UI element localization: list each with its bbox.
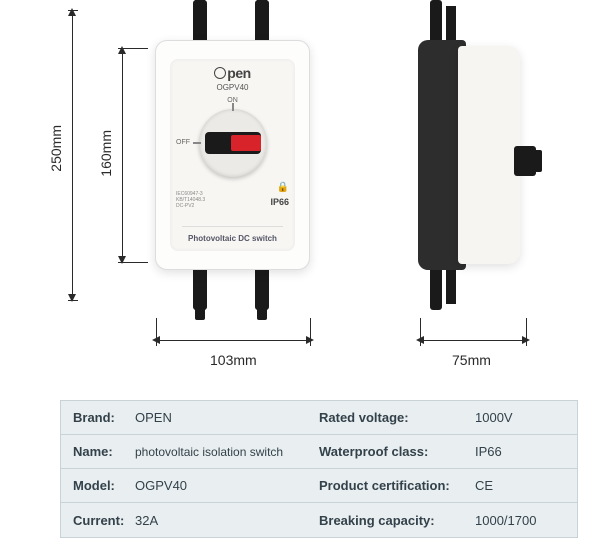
dim-label-250: 250mm	[48, 125, 64, 172]
rotary-switch	[193, 103, 273, 183]
dim-line-103	[156, 340, 310, 341]
switch-knob	[205, 132, 261, 154]
connector-icon	[446, 270, 456, 304]
device-front-view: pen OGPV40 ON OFF 🔒 IP66 IEC60947-3 KB/T…	[155, 40, 310, 270]
brand-label: pen	[170, 65, 295, 81]
dial-mark-icon	[232, 103, 234, 111]
table-row: Current: 32A Breaking capacity: 1000/170…	[61, 503, 577, 537]
connector-icon	[255, 270, 269, 310]
table-row: Name: photovoltaic isolation switch Wate…	[61, 435, 577, 469]
spec-key: Current:	[61, 503, 131, 537]
knob-indicator	[231, 135, 261, 151]
table-row: Brand: OPEN Rated voltage: 1000V	[61, 401, 577, 435]
spec-value: photovoltaic isolation switch	[131, 435, 311, 468]
dim-label-160: 160mm	[98, 130, 114, 177]
spec-key: Waterproof class:	[311, 435, 471, 468]
spec-key: Brand:	[61, 401, 131, 434]
brand-text: pen	[227, 65, 250, 81]
spec-value: CE	[471, 469, 577, 502]
brand-logo-icon	[214, 67, 226, 79]
dim-tick	[310, 318, 311, 346]
connector-icon	[255, 0, 269, 40]
dim-tick	[68, 10, 78, 11]
dim-tick	[68, 300, 78, 301]
spec-key: Name:	[61, 435, 131, 468]
connector-icon	[193, 270, 207, 310]
connector-icon	[193, 0, 207, 40]
dim-tick	[526, 318, 527, 346]
device-side-front	[458, 46, 520, 264]
device-body: pen OGPV40 ON OFF 🔒 IP66 IEC60947-3 KB/T…	[155, 40, 310, 270]
dim-tick	[420, 318, 421, 346]
spec-value: IP66	[471, 435, 577, 468]
off-label: OFF	[176, 139, 190, 146]
standards-label: IEC60947-3 KB/T14048.3 DC-PV2	[176, 191, 205, 209]
dim-line-250	[72, 10, 73, 300]
lock-icon: 🔒	[277, 182, 289, 193]
switch-knob-side	[514, 146, 536, 176]
spec-value: 32A	[131, 503, 311, 537]
spec-key: Rated voltage:	[311, 401, 471, 434]
dim-tick	[156, 318, 157, 346]
spec-key: Model:	[61, 469, 131, 502]
ip-rating-label: IP66	[270, 197, 289, 207]
table-row: Model: OGPV40 Product certification: CE	[61, 469, 577, 503]
connector-icon	[430, 270, 442, 310]
spec-value: OGPV40	[131, 469, 311, 502]
device-description: Photovoltaic DC switch	[170, 234, 295, 243]
spec-value: 1000/1700	[471, 503, 577, 537]
dim-label-75: 75mm	[452, 352, 491, 368]
connector-icon	[430, 0, 442, 40]
device-side-view	[418, 40, 528, 270]
model-label: OGPV40	[170, 83, 295, 92]
spec-key: Breaking capacity:	[311, 503, 471, 537]
divider	[182, 226, 283, 227]
dim-label-103: 103mm	[210, 352, 257, 368]
dial-mark-icon	[193, 142, 201, 144]
spec-key: Product certification:	[311, 469, 471, 502]
dim-line-75	[420, 340, 526, 341]
dim-line-160	[122, 48, 123, 262]
spec-table: Brand: OPEN Rated voltage: 1000V Name: p…	[60, 400, 578, 538]
device-face: pen OGPV40 ON OFF 🔒 IP66 IEC60947-3 KB/T…	[170, 59, 295, 251]
connector-icon	[446, 6, 456, 40]
dim-tick	[118, 48, 148, 49]
spec-value: OPEN	[131, 401, 311, 434]
dim-tick	[118, 262, 148, 263]
spec-value: 1000V	[471, 401, 577, 434]
